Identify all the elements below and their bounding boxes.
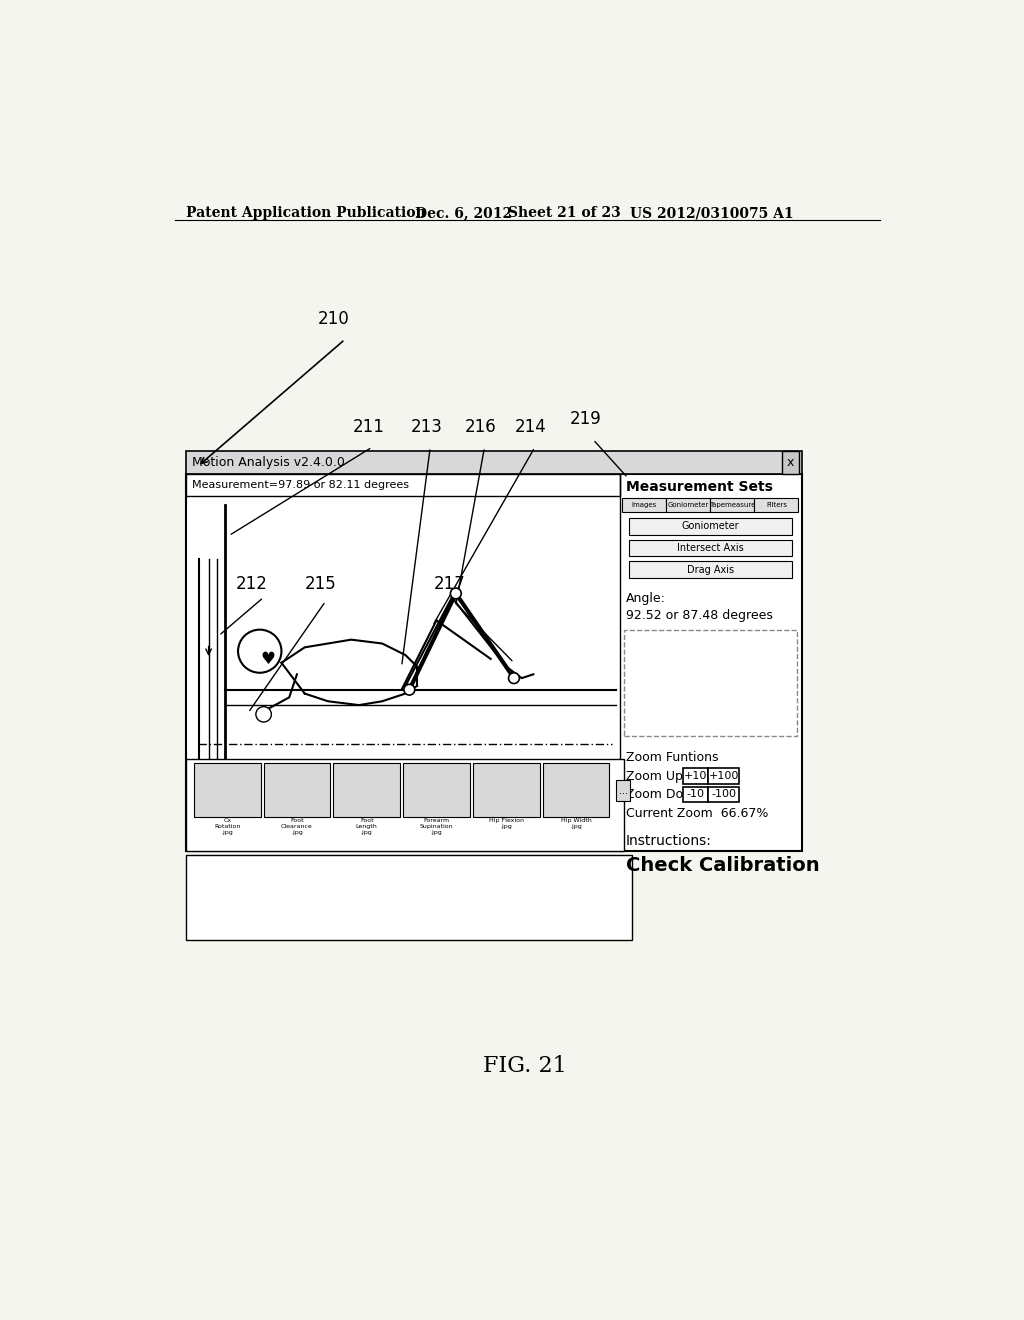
Bar	[543, 763, 609, 817]
Text: Filters: Filters	[766, 502, 786, 508]
Text: Instructions:: Instructions:	[626, 834, 712, 849]
Circle shape	[238, 630, 282, 673]
Text: Tapemeasure: Tapemeasure	[710, 502, 756, 508]
Text: 213: 213	[411, 417, 442, 436]
Circle shape	[451, 589, 461, 599]
Bar	[186, 855, 632, 940]
Text: 210: 210	[317, 310, 349, 327]
Text: 212: 212	[237, 576, 268, 594]
Text: -10: -10	[686, 789, 705, 800]
Text: Patent Application Publication: Patent Application Publication	[186, 206, 426, 220]
Text: +10: +10	[684, 771, 707, 781]
Text: Forearm
Supination
.jpg: Forearm Supination .jpg	[420, 818, 454, 834]
Text: Foot
Clearance
.jpg: Foot Clearance .jpg	[281, 818, 312, 834]
Bar	[186, 451, 802, 474]
Bar	[186, 474, 621, 496]
Bar	[782, 451, 799, 474]
Bar	[629, 517, 793, 535]
Text: Foot
Length
.jpg: Foot Length .jpg	[355, 818, 378, 834]
Bar	[683, 768, 708, 784]
Text: 92.52 or 87.48 degrees: 92.52 or 87.48 degrees	[626, 609, 772, 622]
Bar	[194, 763, 260, 817]
Text: 211: 211	[352, 417, 384, 436]
Bar	[709, 768, 739, 784]
Bar	[667, 498, 711, 512]
Text: Measurement Sets: Measurement Sets	[627, 480, 773, 494]
Bar	[623, 498, 667, 512]
Bar	[629, 561, 793, 578]
Text: Angle:: Angle:	[626, 591, 666, 605]
Text: Dec. 6, 2012: Dec. 6, 2012	[415, 206, 512, 220]
Bar	[403, 763, 470, 817]
Text: Sheet 21 of 23: Sheet 21 of 23	[508, 206, 621, 220]
Text: Goniometer: Goniometer	[668, 502, 709, 508]
Text: Zoom Funtions: Zoom Funtions	[626, 751, 718, 764]
Bar	[709, 787, 739, 803]
Bar	[629, 540, 793, 557]
Text: Intersect Axis: Intersect Axis	[677, 543, 743, 553]
Text: 217: 217	[434, 576, 466, 594]
Text: Current Zoom  66.67%: Current Zoom 66.67%	[626, 807, 768, 820]
Text: Goniometer: Goniometer	[682, 521, 739, 532]
Text: ...: ...	[618, 785, 628, 796]
Bar	[755, 498, 799, 512]
Text: FIG. 21: FIG. 21	[483, 1056, 566, 1077]
Bar	[616, 780, 630, 801]
Text: Check Calibration: Check Calibration	[626, 857, 819, 875]
Circle shape	[403, 684, 415, 696]
Bar	[473, 763, 540, 817]
Bar	[711, 498, 755, 512]
Text: Motion Analysis v2.4.0.0: Motion Analysis v2.4.0.0	[193, 455, 345, 469]
Text: +100: +100	[709, 771, 739, 781]
Text: x: x	[786, 455, 795, 469]
Bar	[186, 474, 802, 851]
Circle shape	[256, 706, 271, 722]
Text: -100: -100	[712, 789, 736, 800]
Bar	[186, 759, 624, 851]
Bar	[263, 763, 331, 817]
Text: 214: 214	[515, 417, 547, 436]
Text: Drag Axis: Drag Axis	[687, 565, 734, 574]
Text: 215: 215	[304, 576, 336, 594]
Text: US 2012/0310075 A1: US 2012/0310075 A1	[630, 206, 794, 220]
Bar	[683, 787, 708, 803]
Text: Measurement=97.89 or 82.11 degrees: Measurement=97.89 or 82.11 degrees	[193, 480, 410, 490]
Text: Zoom Down: Zoom Down	[626, 788, 700, 801]
Text: Hip Width
.jpg: Hip Width .jpg	[560, 818, 591, 829]
Text: Cx
Rotation
.jpg: Cx Rotation .jpg	[214, 818, 241, 834]
Text: ♥: ♥	[260, 649, 274, 668]
Text: 219: 219	[569, 411, 601, 428]
Text: Zoom Up: Zoom Up	[626, 770, 682, 783]
Text: Images: Images	[632, 502, 657, 508]
Text: 216: 216	[465, 417, 497, 436]
Bar	[334, 763, 400, 817]
Circle shape	[509, 673, 519, 684]
Text: Hip Flexion
.jpg: Hip Flexion .jpg	[488, 818, 523, 829]
Bar	[624, 631, 797, 737]
